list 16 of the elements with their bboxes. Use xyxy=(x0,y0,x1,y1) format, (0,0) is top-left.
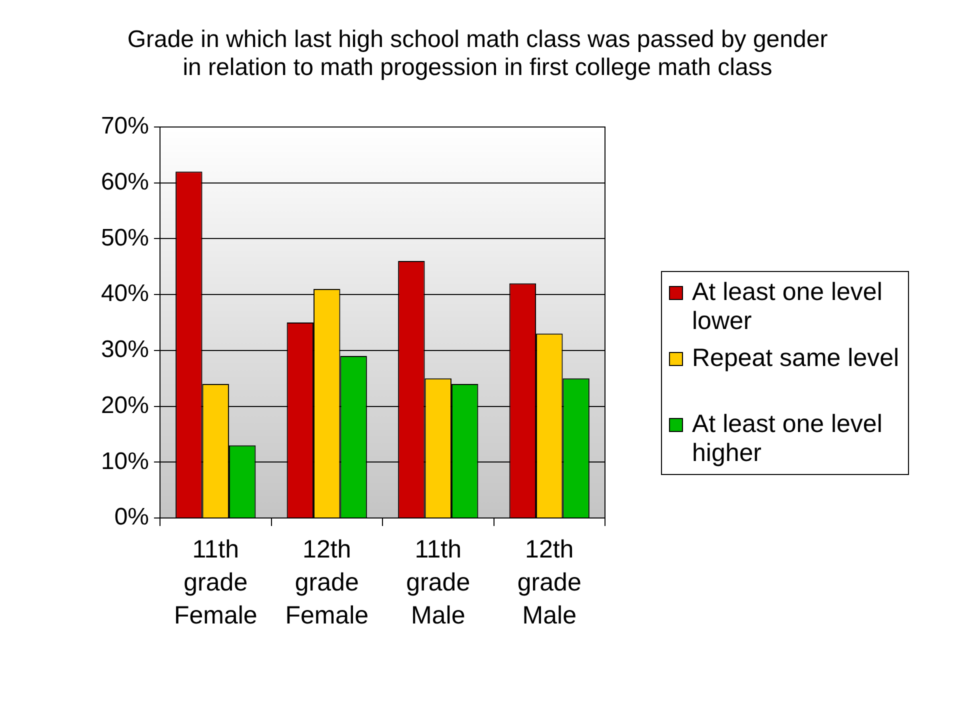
y-tick-label: 50% xyxy=(100,224,149,252)
chart-title: Grade in which last high school math class was passed by gender in relation to math progession in first college math class xyxy=(126,26,829,82)
y-tick-label: 20% xyxy=(100,392,149,419)
y-tick-label: 60% xyxy=(100,168,149,196)
x-tick-label: 11th grade Female xyxy=(174,535,258,630)
x-tick-label: 12th grade Male xyxy=(517,535,582,630)
x-tick-label: 11th grade Male xyxy=(406,535,470,630)
text: At least one level lower xyxy=(692,278,884,336)
x-tick-label: 12th grade Female xyxy=(285,535,369,630)
y-tick-label: 70% xyxy=(100,112,149,140)
y-tick-label: 40% xyxy=(100,280,149,308)
y-tick-label: 10% xyxy=(100,448,149,475)
legend-label: Repeat same level xyxy=(692,344,900,374)
y-tick-label: 0% xyxy=(114,504,149,531)
legend-label: At least one level higher xyxy=(692,410,884,468)
y-tick-label: 30% xyxy=(100,336,149,364)
